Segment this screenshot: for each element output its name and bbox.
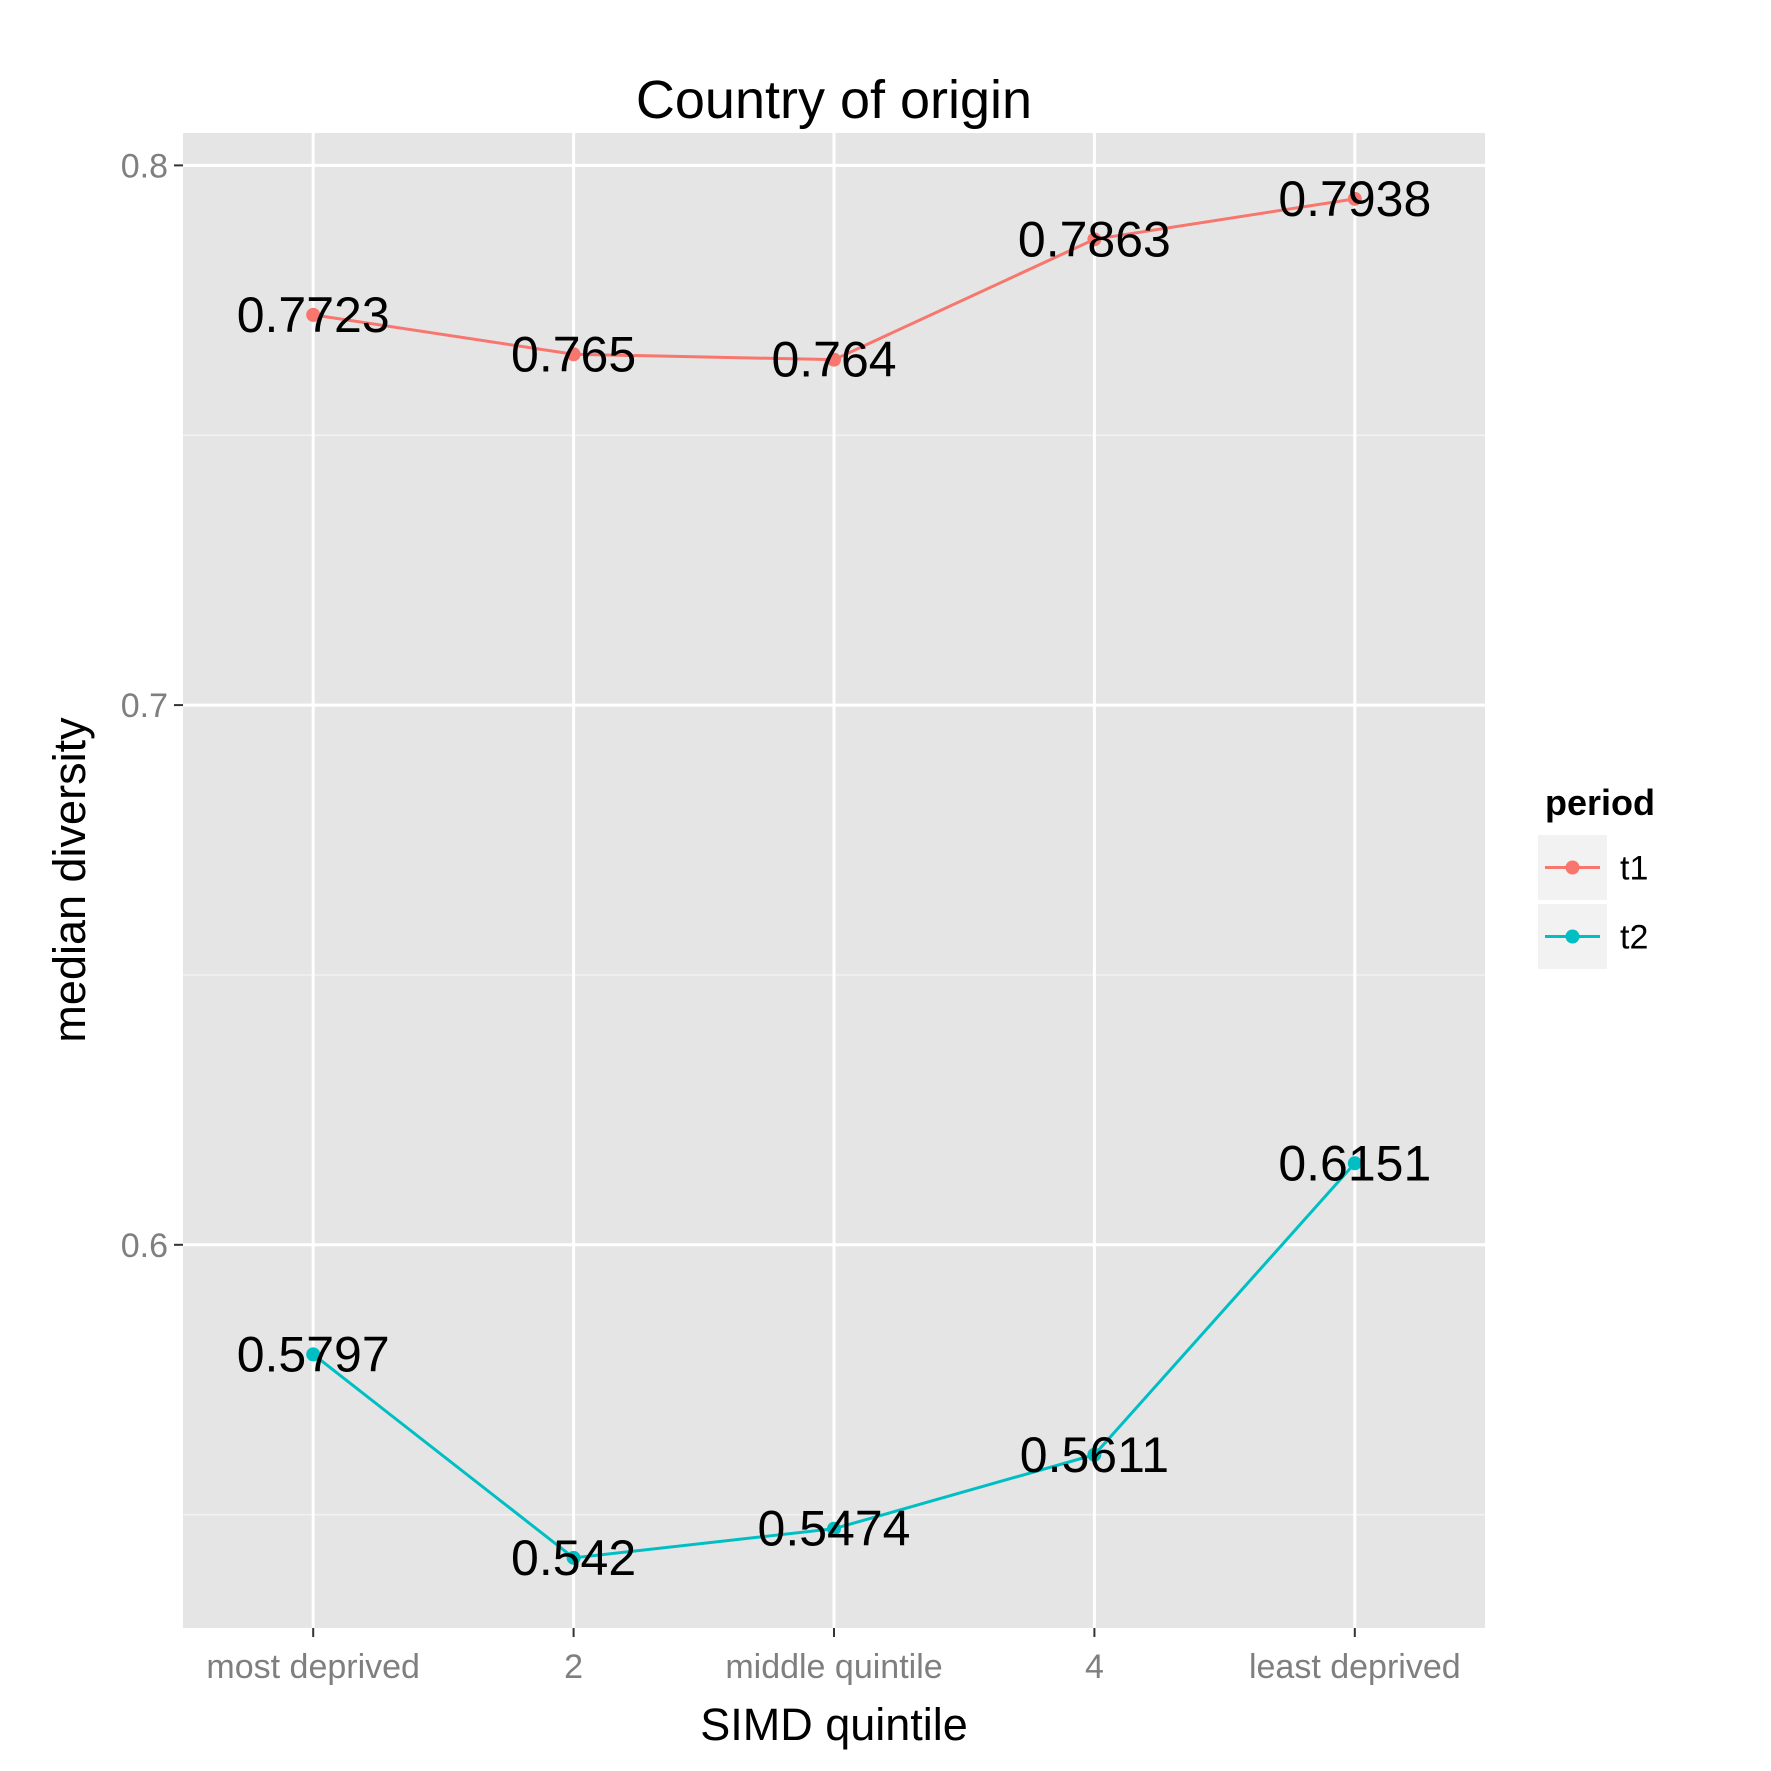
x-axis-title: SIMD quintile [700, 1699, 968, 1750]
data-label-t1: 0.7938 [1278, 171, 1431, 227]
legend-label-t1: t1 [1620, 850, 1648, 888]
data-label-t2: 0.6151 [1278, 1135, 1431, 1191]
data-label-t2: 0.5797 [237, 1326, 390, 1382]
axes: 0.6 0.7 0.8 most deprived 2 middle quintile 4 l… [121, 147, 1461, 1686]
data-point-t1 [306, 307, 321, 322]
data-point-t2 [306, 1347, 321, 1362]
data-label-t1: 0.7723 [237, 287, 390, 343]
grid-lines [183, 133, 1485, 1628]
data-labels: 0.7723 0.765 0.764 0.7863 0.7938 0.5797 0.542 0… [237, 171, 1432, 1586]
data-point-t1 [566, 347, 581, 362]
x-tick-label: most deprived [206, 1648, 420, 1686]
data-point-t1 [1347, 191, 1362, 206]
data-label-t2: 0.5611 [1020, 1427, 1169, 1483]
y-axis-title: median diversity [44, 717, 95, 1043]
x-tick-label: middle quintile [725, 1648, 942, 1686]
data-point-t2 [566, 1550, 581, 1565]
legend-label-t2: t2 [1620, 919, 1648, 957]
data-series [306, 191, 1362, 1565]
x-tick-label: 4 [1085, 1648, 1104, 1686]
data-label-t1: 0.7863 [1018, 211, 1171, 267]
data-label-t1: 0.765 [511, 326, 636, 382]
legend-point-t2 [1565, 929, 1580, 944]
legend-point-t1 [1565, 860, 1580, 875]
y-tick-label: 0.6 [121, 1227, 168, 1265]
data-point-t1 [827, 352, 841, 367]
data-point-t1 [1087, 232, 1102, 247]
data-point-t2 [827, 1521, 841, 1536]
data-label-t2: 0.542 [511, 1530, 636, 1586]
y-tick-label: 0.8 [121, 147, 168, 185]
x-tick-label: 2 [564, 1648, 583, 1686]
data-label-t2: 0.5474 [758, 1501, 911, 1557]
x-tick-label: least deprived [1249, 1648, 1461, 1686]
data-point-t2 [1347, 1156, 1362, 1171]
legend: period t1 t2 [1538, 782, 1655, 969]
legend-title: period [1545, 782, 1655, 823]
data-point-t2 [1087, 1447, 1102, 1462]
y-tick-label: 0.7 [121, 687, 168, 725]
legend-items: t1 t2 [1538, 835, 1648, 969]
data-label-t1: 0.764 [771, 332, 896, 388]
chart-title: Country of origin [636, 70, 1032, 130]
